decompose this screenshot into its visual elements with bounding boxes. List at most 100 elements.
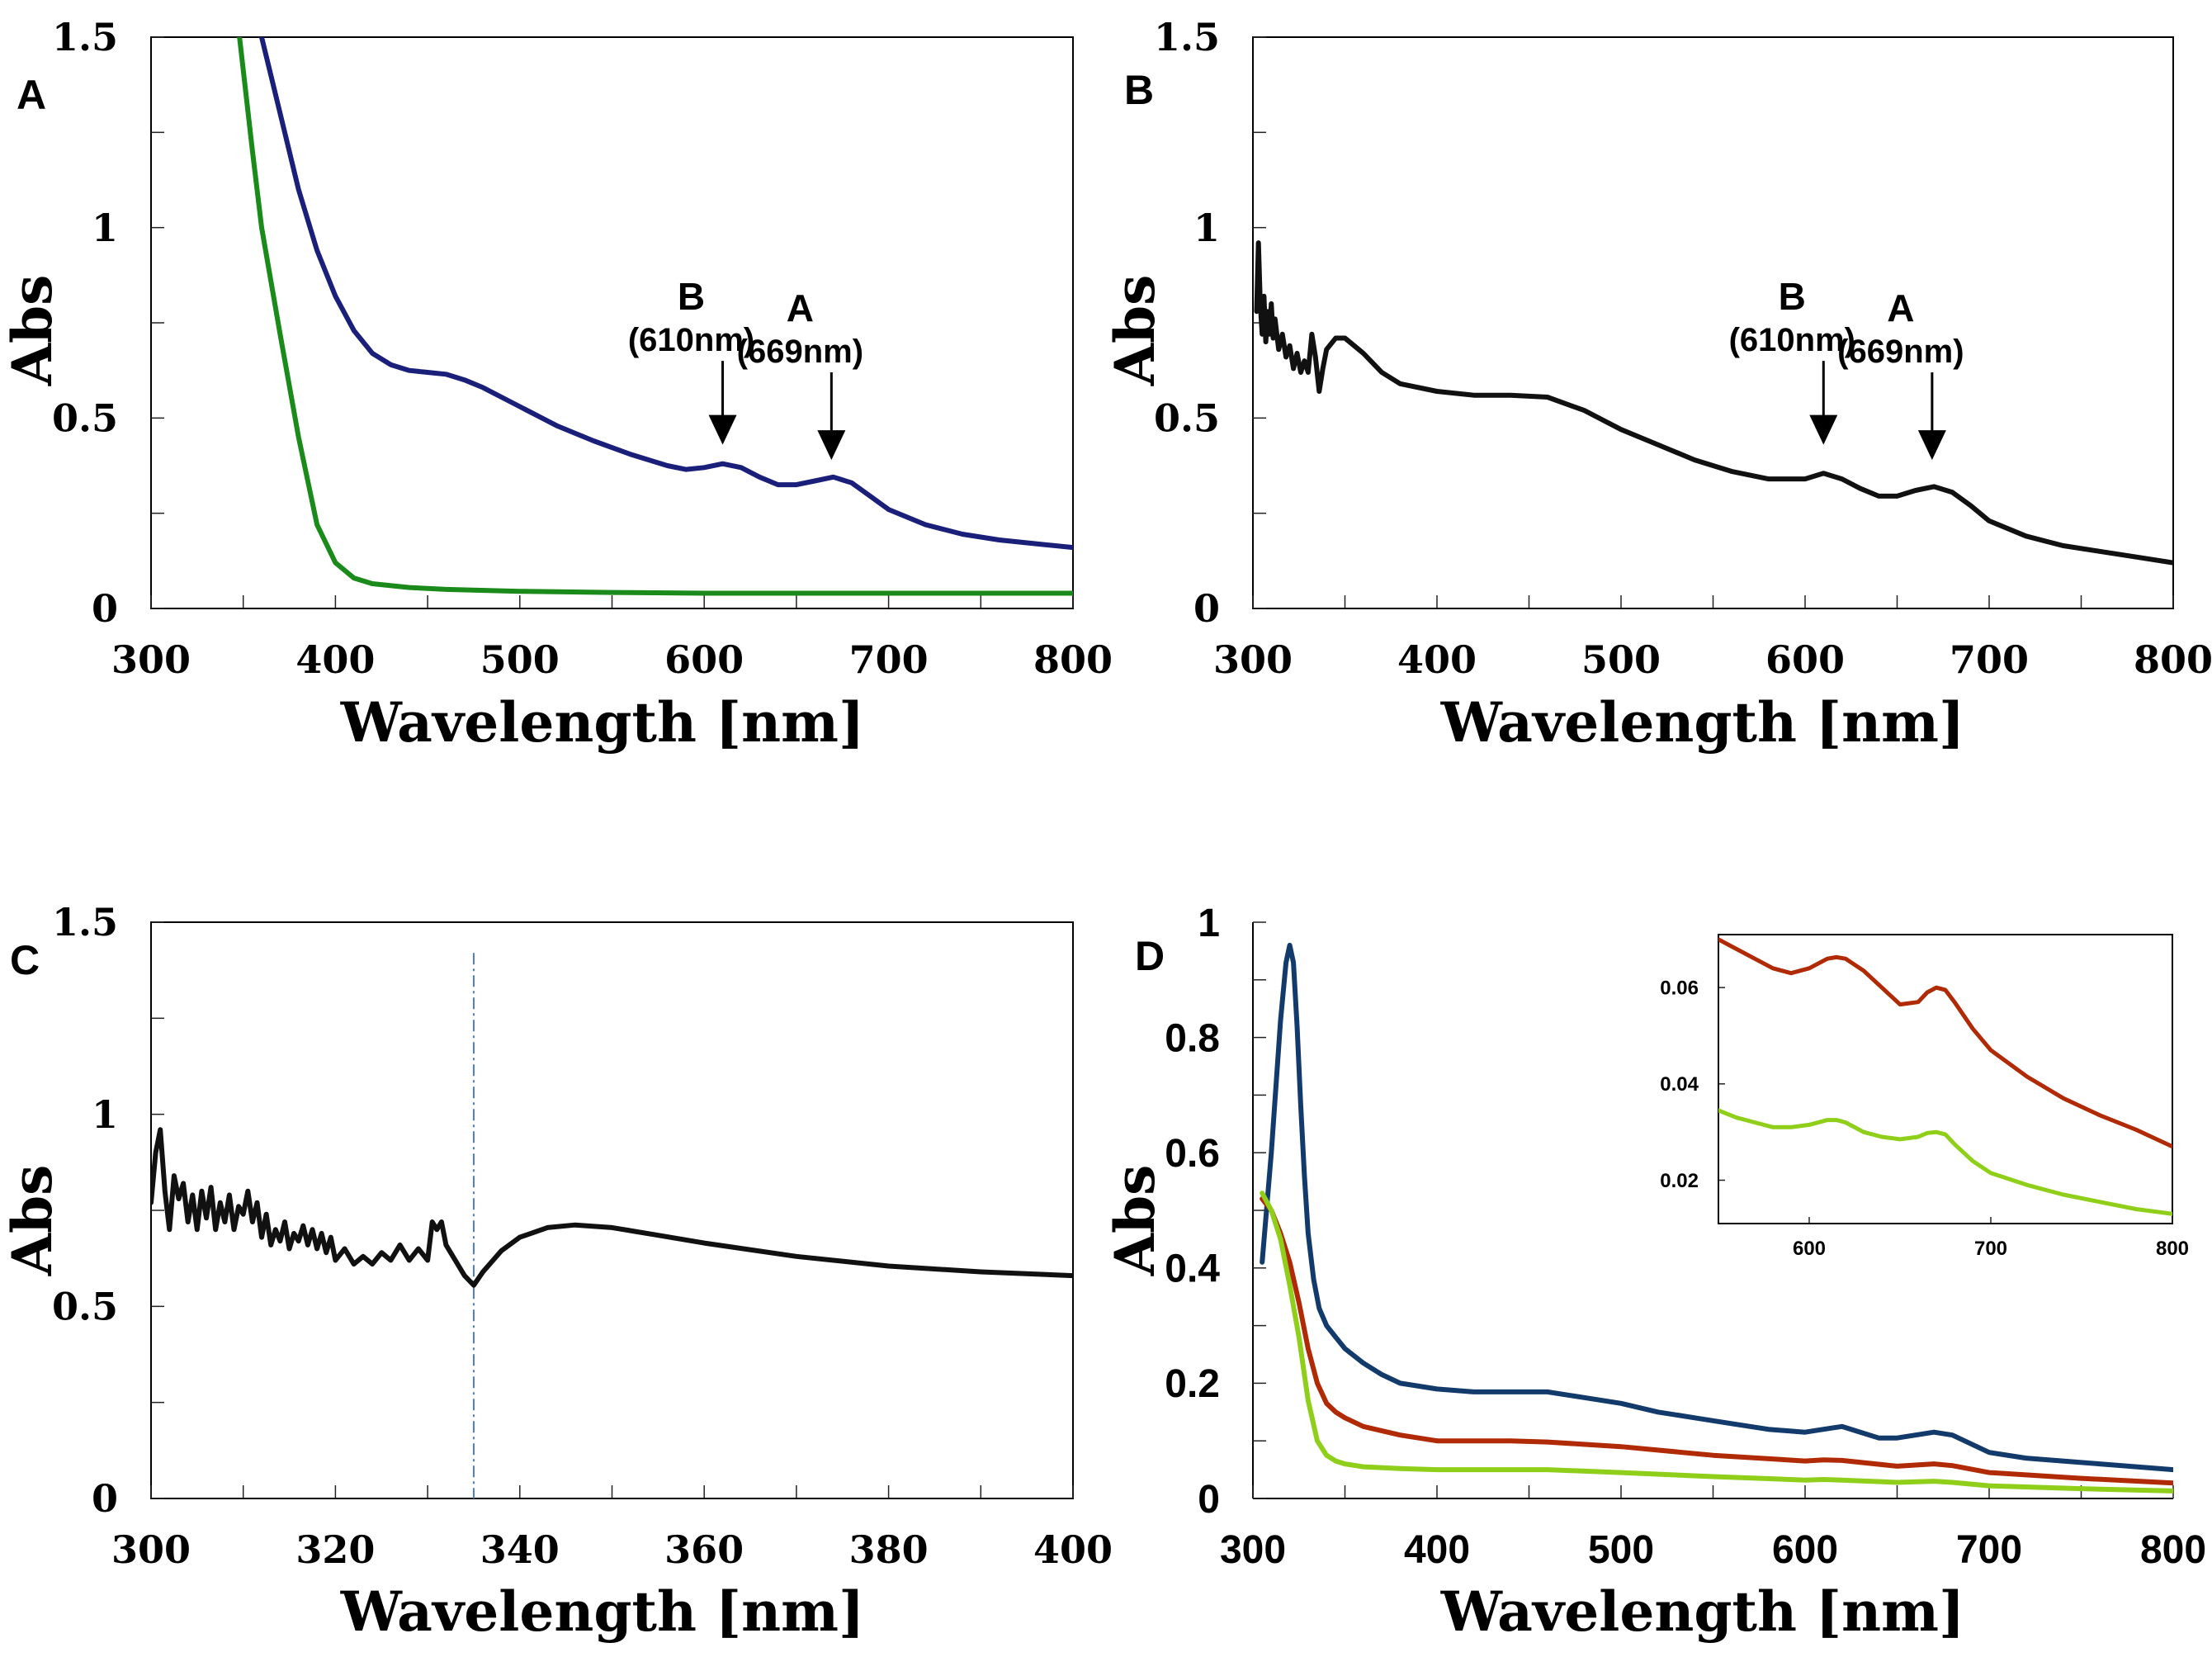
- y-axis-label: Abs: [0, 275, 64, 387]
- series-group: [151, 1127, 1073, 1288]
- x-tick-label: 500: [1581, 637, 1661, 682]
- annotation-arrow-head: [817, 430, 846, 461]
- x-axis-label: Wavelength [nm]: [340, 690, 864, 755]
- inset-background: [1718, 935, 2172, 1224]
- y-tick-label: 0: [92, 1476, 118, 1521]
- y-tick-label: 1.5: [1154, 15, 1220, 59]
- x-tick-label: 400: [1033, 1527, 1113, 1572]
- plot-area: 300 400 500 600 700 800 0 0.5 1 1.5 B (610nm) A (669n…: [1154, 15, 2212, 682]
- x-tick-label: 600: [1772, 1528, 1838, 1572]
- plot-frame: [150, 921, 1074, 1499]
- plot-frame: [1718, 934, 2173, 1224]
- y-tick-label: 0.5: [1154, 395, 1220, 440]
- series-group: [1718, 937, 2172, 1216]
- series-line-light-green: [1260, 1191, 2173, 1494]
- plot-area: 300 320 340 360 380 400 0 0.5 1 1.5: [52, 900, 1113, 1572]
- series-line-blue: [259, 37, 1073, 551]
- series-line-dark-blue: [1260, 942, 2173, 1473]
- y-tick-label: 0.6: [1165, 1132, 1220, 1176]
- x-tick-label: 500: [480, 637, 560, 682]
- annotation-wavelength: (669nm): [1837, 334, 1964, 370]
- inset-plot: 600 700 800 0.02 0.04 0.06: [1660, 934, 2189, 1260]
- annotation-arrow-head: [708, 414, 737, 445]
- plot-frame: [1252, 36, 2174, 609]
- x-tick-label: 300: [111, 1527, 191, 1572]
- x-tick-label: 300: [111, 637, 191, 682]
- annotation-peak-letter: A: [787, 286, 814, 329]
- peak-annotation: B (610nm): [1729, 275, 1855, 445]
- y-tick-label: 1.5: [52, 15, 118, 59]
- plot-area: 300 400 500 600 700 800 0 0.2 0.4 0.6 0.8 1: [1165, 902, 2206, 1572]
- x-tick-label: 800: [1033, 637, 1113, 682]
- annotation-peak-letter: B: [678, 275, 705, 318]
- series-group: [1254, 240, 2173, 566]
- series-line-red: [1260, 1196, 2173, 1486]
- y-tick-label: 1: [92, 1092, 118, 1137]
- y-tick-label: 0.5: [52, 395, 118, 440]
- x-tick-label: 380: [849, 1527, 929, 1572]
- x-tick-label: 300: [1220, 1528, 1286, 1572]
- annotation-peak-letter: A: [1887, 286, 1914, 329]
- y-tick-label: 0: [1198, 1478, 1220, 1522]
- y-axis-label: Abs: [0, 1165, 64, 1277]
- y-tick-label: 1: [1198, 902, 1220, 945]
- panel-a: A 300 400 500 600 700 800 0 0.5 1 1.5 B (610nm) A (66…: [0, 15, 1113, 755]
- series-line-green: [237, 37, 1073, 596]
- x-tick-label: 700: [1956, 1528, 2022, 1572]
- x-tick-label: 800: [2134, 637, 2212, 682]
- panel-d: D 300 400 500 600 700 800 0 0.2 0.4 0.6 0.8 1 Abs W…: [1103, 902, 2206, 1644]
- panel-label: A: [17, 72, 46, 118]
- y-tick-label: 0.06: [1660, 978, 1699, 1000]
- series-line-black: [1254, 240, 2173, 566]
- y-axis-label: Abs: [1103, 275, 1167, 387]
- y-tick-label: 0.5: [52, 1284, 118, 1328]
- y-tick-label: 0: [1193, 586, 1220, 631]
- y-tick-label: 0.02: [1660, 1170, 1699, 1192]
- x-tick-label: 400: [295, 637, 375, 682]
- series-group: [237, 37, 1073, 596]
- y-tick-label: 0.4: [1165, 1247, 1220, 1291]
- x-tick-label: 700: [1950, 637, 2029, 682]
- plot-area: 300 400 500 600 700 800 0 0.5 1 1.5 B (610nm) A (669n…: [52, 15, 1113, 682]
- x-axis-label: Wavelength [nm]: [1440, 690, 1964, 755]
- annotation-arrow-head: [1917, 430, 1946, 461]
- y-axis-label: Abs: [1103, 1165, 1167, 1277]
- x-tick-label: 340: [480, 1527, 560, 1572]
- series-group: [1260, 942, 2173, 1494]
- y-tick-label: 1: [92, 206, 118, 250]
- x-tick-label: 700: [1974, 1238, 2007, 1260]
- x-tick-label: 800: [2140, 1528, 2206, 1572]
- panel-label: D: [1135, 933, 1165, 979]
- series-line-light-green: [1718, 1108, 2172, 1216]
- peak-annotation: A (669nm): [1837, 286, 1964, 461]
- panel-label: C: [10, 937, 40, 983]
- panel-c: C 300 320 340 360 380 400 0 0.5 1 1.5 Abs Wavelen…: [0, 900, 1113, 1644]
- x-tick-label: 600: [1793, 1238, 1826, 1260]
- annotation-peak-letter: B: [1779, 275, 1806, 318]
- x-tick-label: 500: [1588, 1528, 1654, 1572]
- x-tick-label: 600: [664, 637, 744, 682]
- y-tick-label: 0: [92, 586, 118, 631]
- x-tick-label: 300: [1213, 637, 1293, 682]
- peak-annotation: B (610nm): [628, 275, 754, 445]
- y-tick-label: 0.04: [1660, 1073, 1699, 1096]
- series-line-red: [1718, 937, 2172, 1149]
- x-axis-label: Wavelength [nm]: [1440, 1579, 1964, 1644]
- y-tick-label: 1: [1193, 206, 1220, 250]
- y-tick-label: 0.2: [1165, 1362, 1220, 1406]
- x-tick-label: 700: [849, 637, 929, 682]
- series-line-black: [151, 1127, 1073, 1288]
- x-tick-label: 800: [2156, 1238, 2189, 1260]
- peak-annotation: A (669nm): [737, 286, 863, 461]
- annotation-wavelength: (610nm): [628, 322, 754, 358]
- annotation-wavelength: (669nm): [737, 334, 863, 370]
- panel-b: B 300 400 500 600 700 80000.511.5B(610nm)A(66…: [1103, 15, 2212, 755]
- x-axis-label: Wavelength [nm]: [340, 1579, 864, 1644]
- y-tick-label: 0.8: [1165, 1016, 1220, 1060]
- x-tick-label: 360: [664, 1527, 744, 1572]
- y-tick-label: 1.5: [52, 900, 118, 944]
- x-tick-label: 600: [1765, 637, 1845, 682]
- panel-label: B: [1124, 67, 1154, 113]
- inset-plot-area: 600 700 800 0.02 0.04 0.06: [1660, 934, 2189, 1260]
